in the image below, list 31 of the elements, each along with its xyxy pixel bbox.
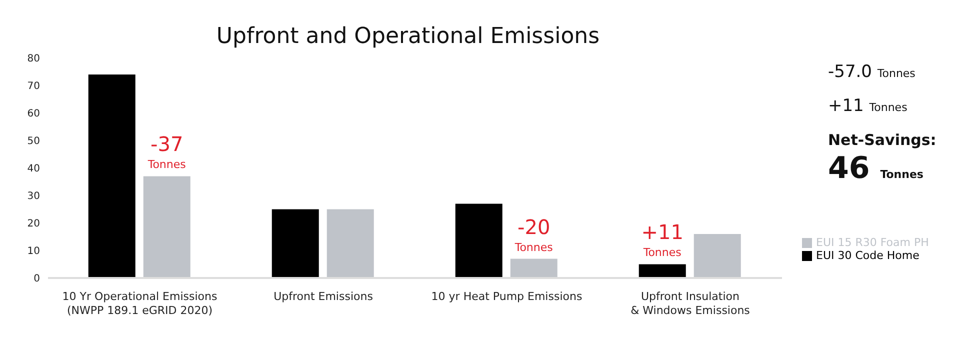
y-tick-label: 60 [27,108,40,120]
text: +11 Tonnes [828,96,908,116]
x-tick-label: Upfront Insulation & Windows Emissions [630,290,750,317]
y-tick-label: 0 [34,274,40,285]
bar [455,204,502,278]
y-tick-label: 80 [27,54,40,65]
y-tick-label: 10 [27,246,40,258]
bar [272,209,319,278]
bar [694,234,741,278]
bar [88,74,136,278]
y-tick-label: 40 [27,164,40,175]
x-tick-label: Upfront Emissions [274,290,374,303]
text: Net-Savings: [828,131,936,149]
y-tick-label: 30 [27,191,40,202]
x-tick-label: 10 yr Heat Pump Emissions [431,290,582,303]
y-tick-label: 20 [27,218,40,230]
bar [326,209,374,278]
y-tick-label: 70 [27,81,40,92]
bar [143,176,190,278]
legend-label: EUI 30 Code Home [816,249,920,262]
legend-label: EUI 15 R30 Foam PH [816,236,929,249]
y-tick-label: 50 [27,136,40,148]
annotation: -20 Tonnes [514,218,553,254]
text: -57.0 Tonnes [828,62,916,82]
annotation: -37 Tonnes [148,135,186,172]
chart-title: Upfront and Operational Emissions [215,24,601,49]
text: 46 Tonnes [828,151,924,186]
bar [510,258,558,278]
annotation: +11 Tonnes [641,223,684,260]
bar [638,264,686,278]
x-tick-label: 10 Yr Operational Emissions (NWPP 189.1 eGRID 2020) [62,290,218,317]
